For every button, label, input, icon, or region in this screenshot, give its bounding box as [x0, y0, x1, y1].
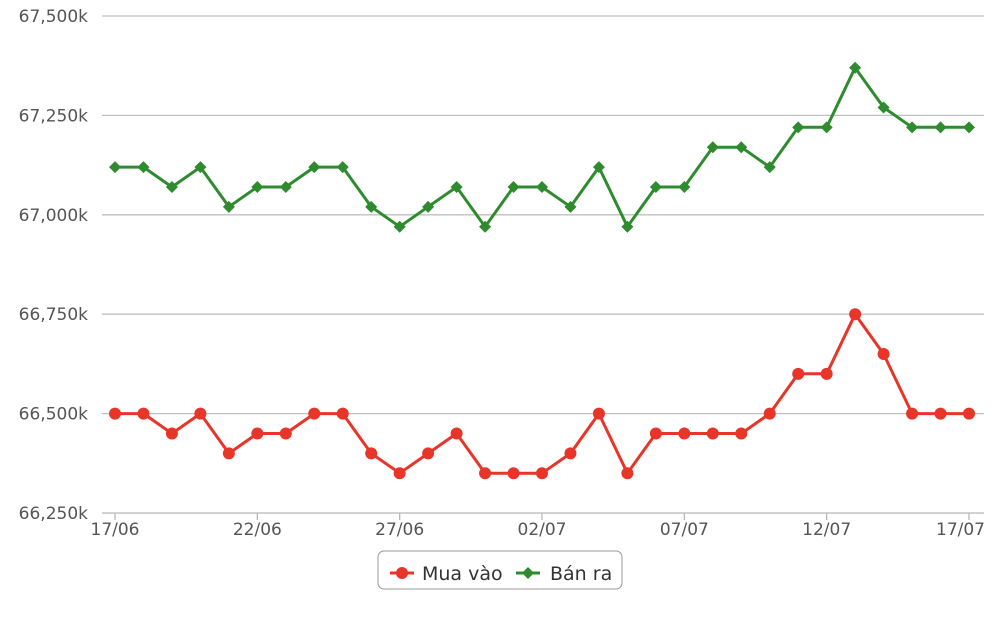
grid-lines — [102, 15, 984, 415]
y-tick-label: 66,750k — [19, 305, 88, 325]
data-point[interactable] — [165, 427, 178, 440]
data-point[interactable] — [109, 161, 121, 174]
x-tick-label: 17/07 — [936, 520, 985, 540]
data-point[interactable] — [820, 121, 833, 134]
data-point[interactable] — [365, 447, 378, 460]
data-point[interactable] — [706, 141, 719, 154]
data-point[interactable] — [678, 180, 691, 193]
data-point[interactable] — [507, 467, 520, 480]
data-point[interactable] — [279, 427, 292, 440]
y-tick-label: 66,250k — [19, 504, 88, 524]
data-point[interactable] — [479, 220, 492, 233]
axes: 66,250k 66,500k 66,750k 67,000k 67,250k 67,50… — [19, 7, 985, 540]
data-point[interactable] — [450, 427, 463, 440]
data-point[interactable] — [820, 367, 833, 380]
data-point[interactable] — [849, 61, 862, 74]
data-point[interactable] — [592, 407, 605, 420]
data-point[interactable] — [564, 447, 577, 460]
data-point[interactable] — [963, 121, 975, 134]
data-point[interactable] — [194, 407, 207, 420]
data-point[interactable] — [137, 407, 150, 420]
data-point[interactable] — [763, 161, 776, 174]
data-point[interactable] — [507, 180, 520, 193]
data-point[interactable] — [393, 467, 406, 480]
data-point[interactable] — [621, 467, 634, 480]
data-point[interactable] — [336, 161, 349, 174]
data-point[interactable] — [906, 407, 919, 420]
data-point[interactable] — [649, 427, 662, 440]
data-point[interactable] — [877, 347, 890, 360]
data-point[interactable] — [706, 427, 719, 440]
x-tick-label: 12/07 — [802, 520, 851, 540]
data-point[interactable] — [649, 180, 662, 193]
y-tick-label: 66,500k — [19, 405, 88, 425]
data-point[interactable] — [792, 367, 805, 380]
data-point[interactable] — [165, 180, 178, 193]
data-point[interactable] — [934, 121, 947, 134]
legend-box — [377, 550, 623, 590]
y-tick-label: 67,250k — [19, 106, 88, 126]
data-point[interactable] — [934, 407, 947, 420]
data-point[interactable] — [906, 121, 919, 134]
data-point[interactable] — [536, 180, 548, 193]
data-point[interactable] — [422, 200, 435, 213]
legend: Mua vào Bán ra — [377, 550, 623, 590]
series-line — [115, 312, 969, 475]
legend-marker-ban-ra — [522, 567, 534, 579]
data-point[interactable] — [365, 200, 378, 213]
data-point[interactable] — [564, 200, 577, 213]
series-0 — [109, 308, 975, 480]
y-tick-label: 67,000k — [19, 206, 88, 226]
data-point[interactable] — [735, 141, 748, 154]
data-point[interactable] — [536, 467, 548, 480]
x-tick-label: 07/07 — [660, 520, 709, 540]
legend-label-ban-ra: Bán ra — [550, 563, 612, 585]
data-point[interactable] — [251, 180, 264, 193]
data-point[interactable] — [308, 161, 321, 174]
data-point[interactable] — [450, 180, 463, 193]
data-point[interactable] — [877, 101, 890, 114]
data-point[interactable] — [308, 407, 321, 420]
data-point[interactable] — [194, 161, 207, 174]
data-point[interactable] — [251, 427, 264, 440]
legend-marker-mua-vao — [396, 567, 408, 579]
y-tick-label: 67,500k — [19, 7, 88, 27]
data-point[interactable] — [109, 407, 121, 420]
legend-item-ban-ra[interactable]: Bán ra — [516, 563, 612, 585]
series-lines — [109, 61, 975, 480]
x-tick-label: 17/06 — [91, 520, 140, 540]
x-tick-label: 02/07 — [518, 520, 567, 540]
data-point[interactable] — [336, 407, 349, 420]
data-point[interactable] — [763, 407, 776, 420]
data-point[interactable] — [849, 308, 862, 321]
data-point[interactable] — [963, 407, 975, 420]
data-point[interactable] — [393, 220, 406, 233]
x-tick-label: 27/06 — [375, 520, 424, 540]
data-point[interactable] — [678, 427, 691, 440]
data-point[interactable] — [592, 161, 605, 174]
data-point[interactable] — [422, 447, 435, 460]
data-point[interactable] — [792, 121, 805, 134]
data-point[interactable] — [279, 180, 292, 193]
data-point[interactable] — [222, 447, 235, 460]
legend-label-mua-vao: Mua vào — [422, 563, 503, 585]
x-tick-label: 22/06 — [233, 520, 282, 540]
series-1 — [109, 61, 975, 233]
legend-item-mua-vao[interactable]: Mua vào — [390, 563, 503, 585]
data-point[interactable] — [137, 161, 150, 174]
data-point[interactable] — [222, 200, 235, 213]
data-point[interactable] — [621, 220, 634, 233]
data-point[interactable] — [735, 427, 748, 440]
series-line — [115, 66, 969, 229]
data-point[interactable] — [479, 467, 492, 480]
